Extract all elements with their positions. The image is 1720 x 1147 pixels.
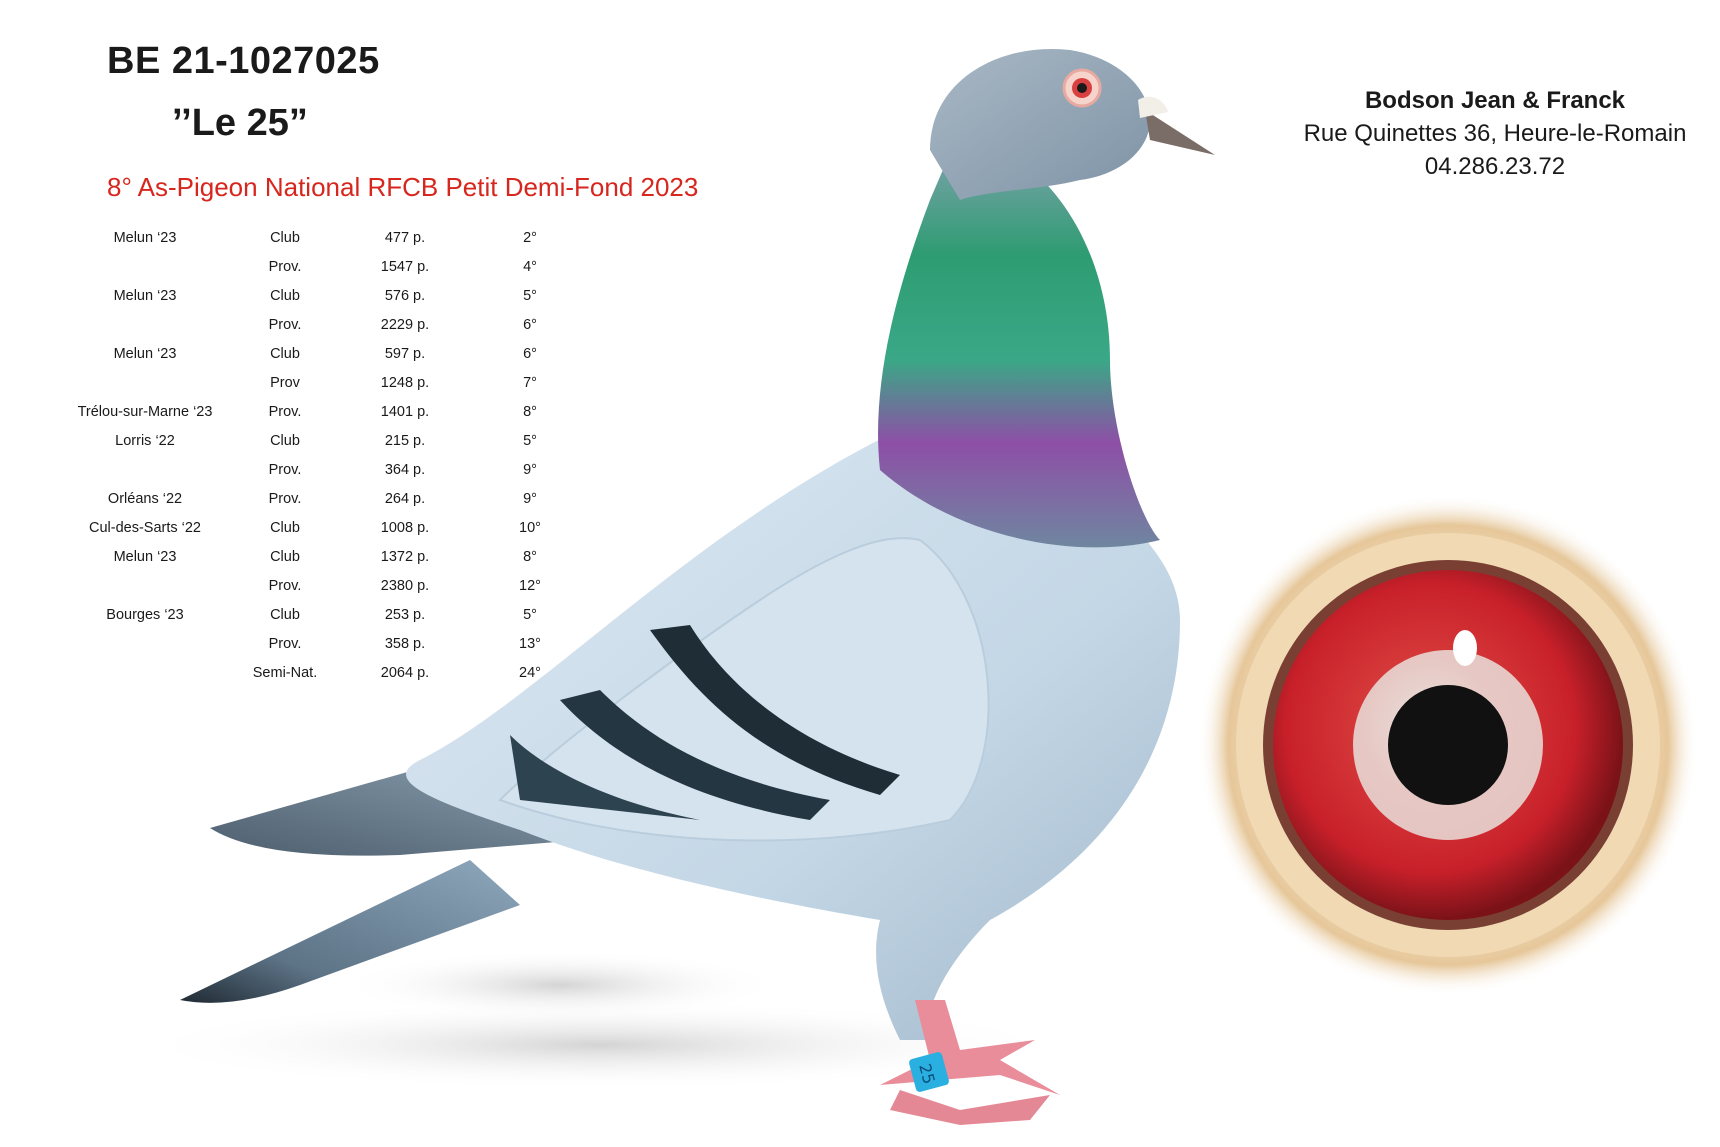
result-race: Melun ‘23	[113, 548, 177, 565]
result-row: Semi-Nat. 2064 p. 24°	[60, 658, 590, 687]
result-level: Club	[270, 229, 300, 246]
result-place: 2°	[523, 229, 537, 246]
result-level: Prov.	[268, 403, 302, 420]
result-level: Prov.	[268, 258, 302, 275]
result-race	[60, 629, 230, 658]
owner-phone: 04.286.23.72	[1424, 153, 1566, 180]
result-row: Lorris ‘22 Club 215 p. 5°	[60, 426, 590, 455]
pigeon-head	[930, 48, 1150, 200]
result-place: 9°	[523, 461, 537, 478]
result-birds: 358 p.	[384, 635, 426, 652]
award-title: 8° As-Pigeon National RFCB Petit Demi-Fo…	[107, 172, 699, 202]
floor-shadow	[130, 1000, 1070, 1090]
result-row: Melun ‘23 Club 477 p. 2°	[60, 223, 590, 252]
result-birds: 2380 p.	[380, 577, 430, 594]
pigeon-tail	[180, 860, 520, 1003]
result-race: Orléans ‘22	[107, 490, 183, 507]
result-row: Prov. 364 p. 9°	[60, 455, 590, 484]
result-row: Melun ‘23 Club 597 p. 6°	[60, 339, 590, 368]
owner-name: Bodson Jean & Franck	[1364, 87, 1626, 114]
result-place: 12°	[519, 577, 541, 594]
result-row: Prov. 2380 p. 12°	[60, 571, 590, 600]
result-level: Prov.	[268, 461, 302, 478]
result-birds: 264 p.	[384, 490, 426, 507]
result-row: Bourges ‘23 Club 253 p. 5°	[60, 600, 590, 629]
result-birds: 1401 p.	[380, 403, 430, 420]
result-place: 13°	[519, 635, 541, 652]
result-place: 8°	[523, 548, 537, 565]
result-row: Trélou-sur-Marne ‘23 Prov. 1401 p. 8°	[60, 397, 590, 426]
owner-address: Rue Quinettes 36, Heure-le-Romain	[1303, 120, 1687, 147]
result-race: Trélou-sur-Marne ‘23	[77, 403, 213, 420]
result-race	[60, 455, 230, 484]
result-race: Bourges ‘23	[106, 606, 184, 623]
result-birds: 1372 p.	[380, 548, 430, 565]
result-row: Prov. 358 p. 13°	[60, 629, 590, 658]
result-row: Melun ‘23 Club 1372 p. 8°	[60, 542, 590, 571]
ring-number: BE 21-1027025	[107, 40, 380, 82]
result-place: 5°	[523, 606, 537, 623]
result-birds: 1547 p.	[380, 258, 430, 275]
result-birds: 364 p.	[384, 461, 426, 478]
result-place: 5°	[523, 287, 537, 304]
result-place: 4°	[523, 258, 537, 275]
result-birds: 2229 p.	[380, 316, 430, 333]
result-birds: 576 p.	[384, 287, 426, 304]
result-row: Orléans ‘22 Prov. 264 p. 9°	[60, 484, 590, 513]
result-birds: 477 p.	[384, 229, 426, 246]
result-row: Cul-des-Sarts ‘22 Club 1008 p. 10°	[60, 513, 590, 542]
pigeon-beak	[1145, 110, 1215, 155]
result-row: Prov. 2229 p. 6°	[60, 310, 590, 339]
result-race	[60, 368, 230, 397]
result-level: Club	[270, 548, 300, 565]
result-race: Melun ‘23	[113, 229, 177, 246]
eye-closeup	[1198, 495, 1698, 995]
result-birds: 597 p.	[384, 345, 426, 362]
result-level: Prov	[270, 374, 300, 391]
result-row: Melun ‘23 Club 576 p. 5°	[60, 281, 590, 310]
result-row: Prov 1248 p. 7°	[60, 368, 590, 397]
wing-bar-2	[560, 690, 830, 820]
results-table: Melun ‘23 Club 477 p. 2° Prov. 1547 p. 4° Melun…	[60, 223, 590, 687]
result-place: 24°	[519, 664, 541, 681]
result-race	[60, 571, 230, 600]
result-level: Club	[270, 606, 300, 623]
result-level: Club	[270, 519, 300, 536]
result-level: Prov.	[268, 577, 302, 594]
result-row: Prov. 1547 p. 4°	[60, 252, 590, 281]
result-level: Club	[270, 287, 300, 304]
result-place: 9°	[523, 490, 537, 507]
result-place: 10°	[519, 519, 541, 536]
result-birds: 1008 p.	[380, 519, 430, 536]
result-place: 6°	[523, 345, 537, 362]
result-race: Melun ‘23	[113, 345, 177, 362]
pigeon-nickname: ’’Le 25”	[172, 102, 308, 144]
leg-ring	[909, 1052, 949, 1092]
result-place: 6°	[523, 316, 537, 333]
result-place: 7°	[523, 374, 537, 391]
result-level: Club	[270, 345, 300, 362]
result-race: Lorris ‘22	[115, 432, 175, 449]
result-level: Club	[270, 432, 300, 449]
result-race: Cul-des-Sarts ‘22	[88, 519, 201, 536]
result-race	[60, 252, 230, 281]
result-birds: 253 p.	[384, 606, 426, 623]
result-place: 5°	[523, 432, 537, 449]
result-birds: 215 p.	[384, 432, 426, 449]
pigeon-neck	[878, 130, 1160, 548]
result-level: Prov.	[268, 490, 302, 507]
leg-ring-number: 25	[915, 1061, 939, 1086]
result-race	[60, 658, 230, 687]
result-race: Melun ‘23	[113, 287, 177, 304]
result-level: Semi-Nat.	[252, 664, 318, 681]
result-place: 8°	[523, 403, 537, 420]
result-level: Prov.	[268, 635, 302, 652]
owner-info: Bodson Jean & Franck Rue Quinettes 36, H…	[1245, 84, 1720, 183]
wing-bar-1	[650, 625, 900, 795]
result-birds: 2064 p.	[380, 664, 430, 681]
result-level: Prov.	[268, 316, 302, 333]
result-race	[60, 310, 230, 339]
result-birds: 1248 p.	[380, 374, 430, 391]
